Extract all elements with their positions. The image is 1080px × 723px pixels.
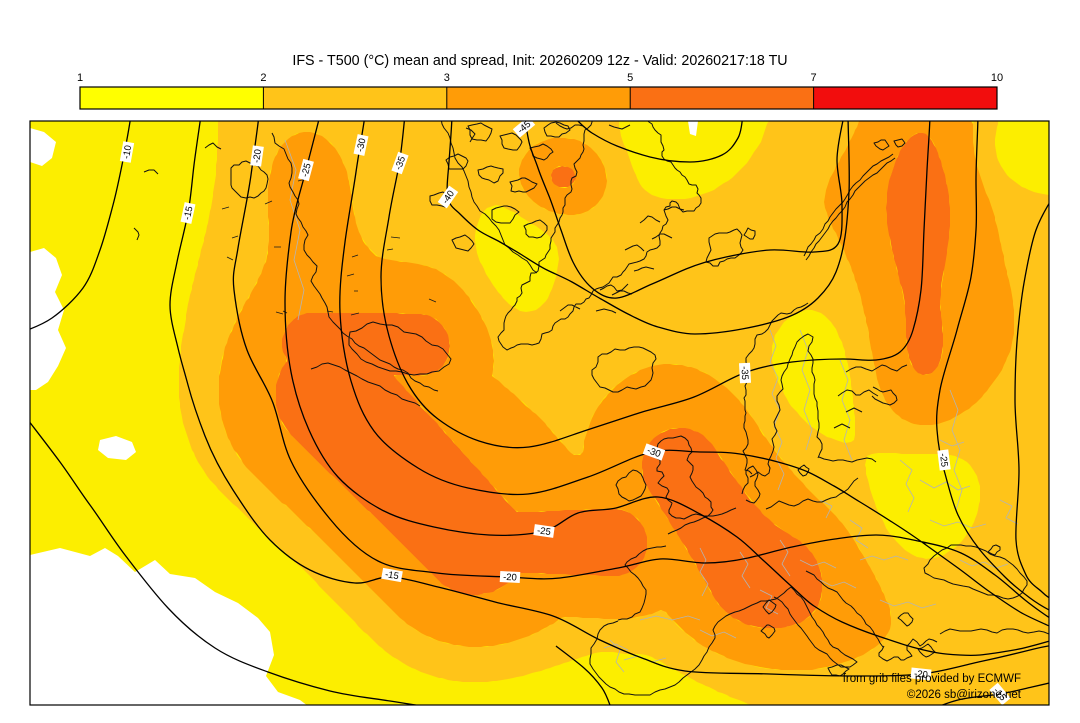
svg-text:©2026 sb@irizone.net: ©2026 sb@irizone.net: [907, 689, 1022, 701]
svg-text:-25: -25: [300, 162, 314, 178]
svg-text:5: 5: [627, 72, 633, 84]
svg-text:-20: -20: [251, 149, 264, 164]
svg-text:-10: -10: [121, 144, 134, 159]
svg-text:3: 3: [444, 72, 450, 84]
svg-text:-20: -20: [914, 669, 929, 681]
svg-text:-25: -25: [937, 453, 950, 468]
svg-text:IFS - T500 (°C) mean and sprea: IFS - T500 (°C) mean and spread, Init: 2…: [292, 53, 787, 69]
svg-text:-30: -30: [355, 137, 369, 153]
svg-text:7: 7: [811, 72, 817, 84]
svg-text:-15: -15: [182, 205, 196, 221]
svg-text:1: 1: [77, 72, 83, 84]
svg-text:-15: -15: [384, 569, 399, 582]
svg-text:-30: -30: [645, 445, 662, 460]
svg-text:from grib files provided by EC: from grib files provided by ECMWF: [843, 673, 1021, 685]
svg-text:-20: -20: [503, 572, 517, 584]
svg-text:2: 2: [260, 72, 266, 84]
svg-text:-25: -25: [536, 525, 551, 538]
svg-text:-35: -35: [738, 366, 750, 380]
svg-text:-35: -35: [393, 155, 408, 172]
svg-text:10: 10: [991, 72, 1003, 84]
